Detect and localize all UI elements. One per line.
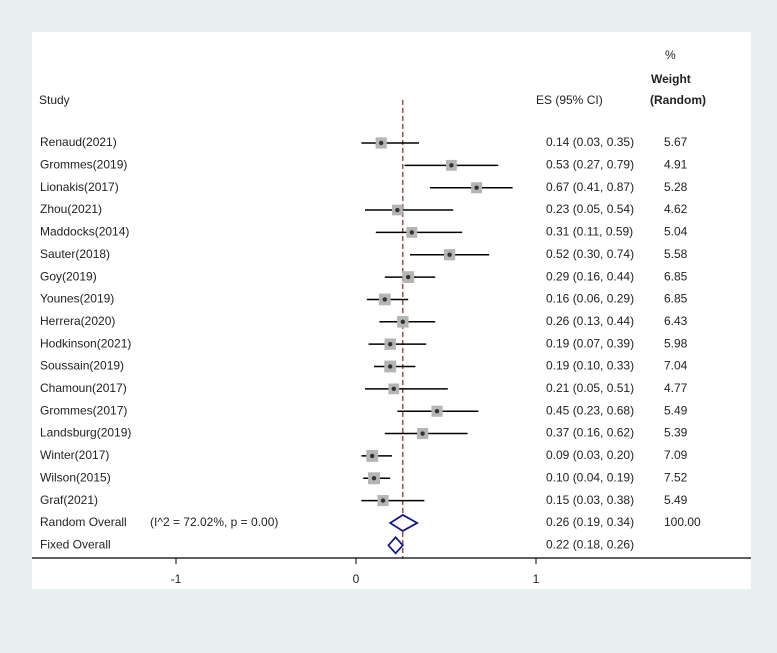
study-label: Chamoun(2017) xyxy=(40,381,127,395)
study-weight: 5.28 xyxy=(664,180,688,194)
study-weight: 6.85 xyxy=(664,269,688,283)
point-estimate xyxy=(370,453,375,459)
point-estimate xyxy=(388,341,393,347)
point-estimate xyxy=(406,274,411,280)
study-label: Goy(2019) xyxy=(40,269,97,283)
study-ci-text: 0.10 (0.04, 0.19) xyxy=(546,470,634,484)
study-weight: 6.85 xyxy=(664,292,688,306)
study-label: Hodkinson(2021) xyxy=(40,336,131,350)
overall-weight: 100.00 xyxy=(664,515,701,529)
overall-stats: (I^2 = 72.02%, p = 0.00) xyxy=(150,515,278,529)
study-ci-text: 0.09 (0.03, 0.20) xyxy=(546,448,634,462)
study-ci-text: 0.15 (0.03, 0.38) xyxy=(546,493,634,507)
study-ci-text: 0.67 (0.41, 0.87) xyxy=(546,180,634,194)
point-estimate xyxy=(434,409,440,414)
study-ci-text: 0.16 (0.06, 0.29) xyxy=(546,292,634,306)
point-estimate xyxy=(449,163,454,168)
point-estimate xyxy=(474,185,479,190)
study-ci-text: 0.23 (0.05, 0.54) xyxy=(546,202,634,216)
study-weight: 6.43 xyxy=(664,314,688,328)
point-estimate xyxy=(388,364,393,369)
overall-ci-text: 0.26 (0.19, 0.34) xyxy=(546,515,634,529)
study-weight: 5.49 xyxy=(664,403,688,417)
study-label: Younes(2019) xyxy=(40,292,114,306)
x-tick-label: 0 xyxy=(353,572,360,586)
study-weight: 4.91 xyxy=(664,158,688,172)
study-ci-text: 0.53 (0.27, 0.79) xyxy=(546,158,634,172)
point-estimate xyxy=(395,207,400,213)
study-weight: 7.04 xyxy=(664,359,688,373)
header-weight-percent: % xyxy=(665,48,676,62)
point-estimate xyxy=(382,297,387,302)
study-ci-text: 0.29 (0.16, 0.44) xyxy=(546,269,634,283)
study-weight: 7.52 xyxy=(664,470,688,484)
study-weight: 5.98 xyxy=(664,336,688,350)
study-label: Soussain(2019) xyxy=(40,359,124,373)
study-label: Landsburg(2019) xyxy=(40,426,131,440)
plot-panel: Study ES (95% CI) % Weight (Random) Rena… xyxy=(32,32,751,589)
study-weight: 5.39 xyxy=(664,426,688,440)
study-label: Grommes(2019) xyxy=(40,158,127,172)
study-label: Herrera(2020) xyxy=(40,314,115,328)
header-study: Study xyxy=(39,93,70,107)
x-tick-label: -1 xyxy=(171,572,182,586)
overall-label: Fixed Overall xyxy=(40,537,111,551)
study-ci-text: 0.31 (0.11, 0.59) xyxy=(546,225,633,239)
study-weight: 5.58 xyxy=(664,247,688,261)
study-ci-text: 0.26 (0.13, 0.44) xyxy=(546,314,634,328)
point-estimate xyxy=(379,140,384,146)
study-ci-text: 0.19 (0.10, 0.33) xyxy=(546,359,634,373)
study-weight: 7.09 xyxy=(664,448,688,462)
study-ci-text: 0.45 (0.23, 0.68) xyxy=(546,403,634,417)
study-ci-text: 0.52 (0.30, 0.74) xyxy=(546,247,634,261)
overall-label: Random Overall xyxy=(40,515,127,529)
study-ci-text: 0.21 (0.05, 0.51) xyxy=(546,381,634,395)
study-weight: 4.62 xyxy=(664,202,688,216)
point-estimate xyxy=(420,431,425,436)
study-label: Winter(2017) xyxy=(40,448,109,462)
study-label: Sauter(2018) xyxy=(40,247,110,261)
point-estimate xyxy=(447,252,452,257)
study-label: Wilson(2015) xyxy=(40,470,111,484)
overall-diamond xyxy=(388,513,420,532)
study-label: Graf(2021) xyxy=(40,493,98,507)
point-estimate xyxy=(409,230,414,235)
overall-diamond xyxy=(387,535,405,555)
point-estimate xyxy=(400,319,405,324)
x-tick-label: 1 xyxy=(533,572,540,586)
study-label: Grommes(2017) xyxy=(40,403,127,417)
point-estimate xyxy=(391,386,396,392)
study-label: Lionakis(2017) xyxy=(40,180,119,194)
study-ci-text: 0.19 (0.07, 0.39) xyxy=(546,336,634,350)
header-weight-method: (Random) xyxy=(650,93,706,107)
study-weight: 5.49 xyxy=(664,493,688,507)
point-estimate xyxy=(380,498,386,503)
study-weight: 4.77 xyxy=(664,381,688,395)
study-ci-text: 0.14 (0.03, 0.35) xyxy=(546,135,634,149)
study-label: Zhou(2021) xyxy=(40,202,102,216)
overall-ci-text: 0.22 (0.18, 0.26) xyxy=(546,537,634,551)
study-weight: 5.67 xyxy=(664,135,688,149)
study-ci-text: 0.37 (0.16, 0.62) xyxy=(546,426,634,440)
header-es-ci: ES (95% CI) xyxy=(536,93,603,107)
study-label: Renaud(2021) xyxy=(40,135,117,149)
point-estimate xyxy=(371,476,377,481)
study-weight: 5.04 xyxy=(664,225,688,239)
header-weight: Weight xyxy=(651,72,691,86)
study-label: Maddocks(2014) xyxy=(40,225,129,239)
forest-plot: Renaud(2021) 0.14 (0.03, 0.35) 5.67 Grommes… xyxy=(32,100,751,586)
